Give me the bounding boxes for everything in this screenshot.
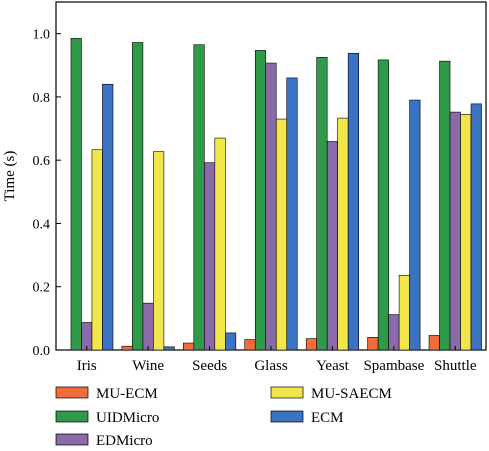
bar-mu-saecm-glass <box>275 118 288 351</box>
bar-uidmicro-wine <box>132 42 144 351</box>
legend-swatch-mu-saecm <box>270 386 304 399</box>
legend-label: ECM <box>311 410 344 426</box>
bar-mu-saecm-shuttle <box>460 114 472 351</box>
bar-uidmicro-spambase <box>377 59 389 351</box>
bar-edmicro-glass <box>265 62 277 351</box>
bar-ecm-spambase <box>409 99 421 351</box>
bars-layer <box>70 38 482 351</box>
bar-edmicro-wine <box>142 302 154 351</box>
legend-swatch-mu-ecm <box>55 386 89 399</box>
bar-mu-saecm-yeast <box>337 117 349 351</box>
y-tick-label: 0.2 <box>33 281 51 296</box>
x-tick-label: Yeast <box>316 358 349 374</box>
legend-swatch-ecm <box>270 410 304 423</box>
legend-label: EDMicro <box>96 433 153 449</box>
x-tick-label: Shuttle <box>434 358 477 374</box>
bar-mu-saecm-spambase <box>398 275 410 351</box>
x-axis: Iris Wine Seeds Glass Yeast Spambase Shuttle <box>77 346 477 374</box>
x-tick-label: Wine <box>132 358 164 374</box>
bar-uidmicro-shuttle <box>439 60 451 351</box>
bar-edmicro-spambase <box>388 314 400 351</box>
legend-label: UIDMicro <box>96 410 159 426</box>
y-tick-label: 1.0 <box>33 28 51 43</box>
bar-edmicro-seeds <box>204 162 216 351</box>
bar-mu-saecm-seeds <box>214 137 226 351</box>
x-tick-label: Glass <box>254 358 287 374</box>
bar-uidmicro-yeast <box>316 57 328 351</box>
bar-ecm-yeast <box>347 52 359 351</box>
y-tick-label: 0.8 <box>33 91 51 106</box>
bar-ecm-iris <box>102 83 114 351</box>
legend-swatch-uidmicro <box>55 410 89 423</box>
bar-mu-saecm-wine <box>153 151 165 351</box>
bar-edmicro-shuttle <box>449 111 461 351</box>
bar-mu-ecm-seeds <box>183 342 195 351</box>
bar-ecm-shuttle <box>470 103 482 351</box>
bar-ecm-seeds <box>225 332 237 351</box>
legend: MU-ECM UIDMicro EDMicro MU-SAECM ECM <box>55 386 392 449</box>
legend-label: MU-SAECM <box>311 386 392 402</box>
x-tick-label: Iris <box>77 358 97 374</box>
bar-mu-ecm-wine <box>121 345 133 351</box>
bar-mu-ecm-glass <box>244 339 256 351</box>
legend-label: MU-ECM <box>96 386 158 402</box>
bar-uidmicro-seeds <box>193 44 205 351</box>
bar-uidmicro-glass <box>254 50 267 351</box>
bar-mu-saecm-iris <box>91 149 103 351</box>
y-tick-label: 0.4 <box>33 217 51 232</box>
y-tick-label: 0.0 <box>33 344 51 359</box>
y-axis: 0.0 0.2 0.4 0.6 0.8 1.0 <box>33 28 61 359</box>
legend-swatch-edmicro <box>55 433 89 446</box>
bar-edmicro-iris <box>81 322 93 351</box>
x-tick-label: Seeds <box>192 358 227 374</box>
bar-mu-ecm-yeast <box>305 338 317 351</box>
bar-ecm-wine <box>163 346 175 351</box>
bar-mu-ecm-shuttle <box>428 335 440 351</box>
y-tick-label: 0.6 <box>33 154 51 169</box>
y-axis-label: Time (s) <box>2 151 18 202</box>
x-tick-label: Spambase <box>363 358 424 374</box>
bar-mu-ecm-spambase <box>367 337 379 351</box>
bar-edmicro-yeast <box>326 141 338 351</box>
bar-uidmicro-iris <box>70 38 82 351</box>
bar-ecm-glass <box>286 77 298 351</box>
